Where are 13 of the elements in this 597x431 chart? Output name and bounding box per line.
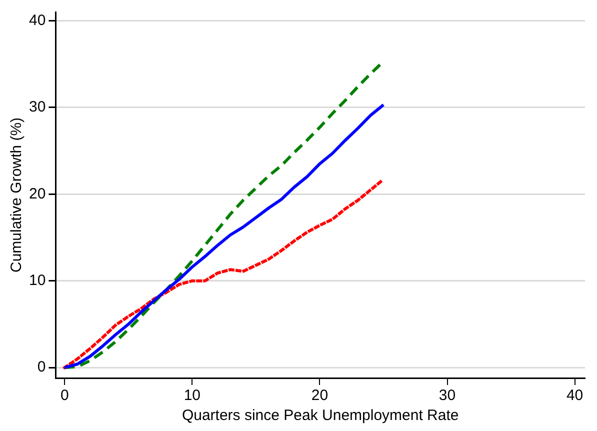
y-tick-label: 30 (28, 98, 46, 116)
y-axis-title: Cumulative Growth (%) (8, 117, 26, 273)
line-series (63, 178, 385, 370)
y-tick-label: 20 (28, 185, 46, 202)
y-tick-label: 10 (28, 272, 46, 290)
x-tick-label: 0 (60, 387, 69, 404)
x-tick-label: 30 (438, 387, 456, 404)
x-tick-label: 40 (566, 387, 584, 404)
y-tick-label: 0 (37, 358, 46, 376)
x-tick-label: 10 (184, 387, 200, 404)
x-tick-label: 20 (311, 387, 328, 404)
y-tick-label: 40 (28, 12, 46, 29)
x-axis-title: Quarters since Peak Unemployment Rate (182, 407, 459, 424)
